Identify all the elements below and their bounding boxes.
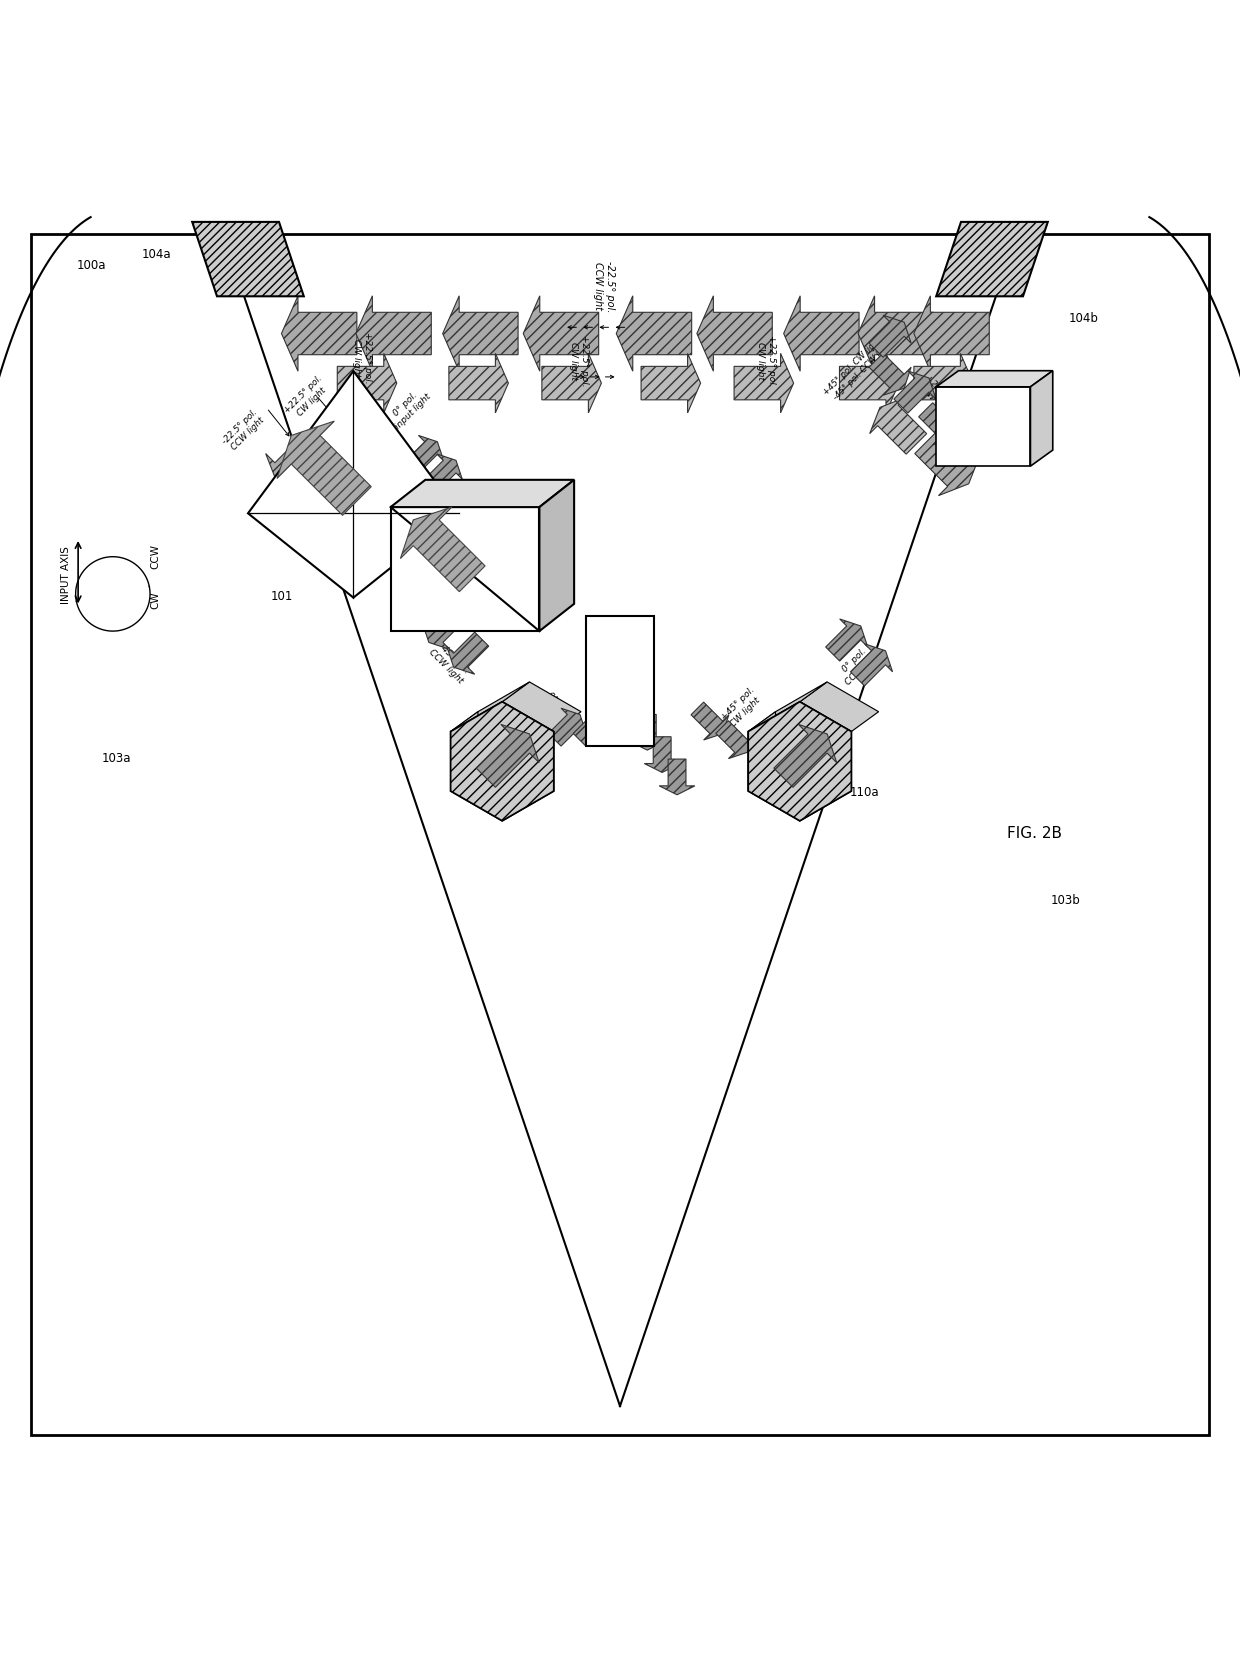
Text: 101: 101 xyxy=(270,591,293,602)
Polygon shape xyxy=(914,353,973,413)
Polygon shape xyxy=(573,708,611,747)
Polygon shape xyxy=(356,295,432,372)
Text: 104a: 104a xyxy=(141,247,171,260)
Polygon shape xyxy=(321,397,378,455)
Polygon shape xyxy=(337,353,397,413)
Text: 110a: 110a xyxy=(849,786,879,798)
Text: 105: 105 xyxy=(946,403,968,416)
Text: +22.5° pol.
CW light: +22.5° pol. CW light xyxy=(569,335,589,387)
Text: 0° pol.
CW light: 0° pol. CW light xyxy=(533,687,575,728)
Polygon shape xyxy=(748,682,827,732)
Polygon shape xyxy=(542,353,601,413)
Polygon shape xyxy=(265,430,331,496)
Polygon shape xyxy=(391,508,539,630)
Polygon shape xyxy=(748,702,852,821)
Polygon shape xyxy=(615,692,650,728)
Polygon shape xyxy=(401,508,485,592)
Text: -22.5° pol.
CCW light: -22.5° pol. CCW light xyxy=(981,420,1028,466)
Polygon shape xyxy=(869,397,926,455)
Polygon shape xyxy=(858,295,934,372)
Text: INPUT AXIS: INPUT AXIS xyxy=(61,546,71,604)
Bar xyxy=(585,615,655,747)
Polygon shape xyxy=(630,715,665,750)
Polygon shape xyxy=(476,725,539,788)
Polygon shape xyxy=(919,403,961,445)
Polygon shape xyxy=(715,720,754,758)
Polygon shape xyxy=(784,295,859,372)
Text: +22.5° pol.
CW light: +22.5° pol. CW light xyxy=(352,332,372,385)
Polygon shape xyxy=(450,682,529,732)
Polygon shape xyxy=(446,632,489,674)
Polygon shape xyxy=(826,619,868,660)
Text: 0° pol.
CCW light: 0° pol. CCW light xyxy=(836,642,880,687)
Polygon shape xyxy=(1030,370,1053,466)
Polygon shape xyxy=(839,353,899,413)
Polygon shape xyxy=(936,370,1053,387)
Text: -45° pol.
CCW light: -45° pol. CCW light xyxy=(428,639,472,685)
Polygon shape xyxy=(748,712,775,791)
Text: +22.5° pol.
CW light: +22.5° pol. CW light xyxy=(283,373,332,423)
Text: 103a: 103a xyxy=(102,752,131,765)
Text: -22.5° pol.
CCW light: -22.5° pol. CCW light xyxy=(593,260,615,312)
Text: FIG. 2B: FIG. 2B xyxy=(1007,826,1061,841)
Text: 100a: 100a xyxy=(77,259,107,272)
Polygon shape xyxy=(502,682,582,732)
Polygon shape xyxy=(734,353,794,413)
Polygon shape xyxy=(748,702,852,821)
Polygon shape xyxy=(192,222,304,297)
Polygon shape xyxy=(248,372,459,597)
Text: 102: 102 xyxy=(401,488,423,501)
Polygon shape xyxy=(936,387,1030,466)
Text: +22.5° pol.
CW light: +22.5° pol. CW light xyxy=(756,335,776,387)
Polygon shape xyxy=(800,682,879,732)
Polygon shape xyxy=(422,607,464,649)
Polygon shape xyxy=(449,353,508,413)
Polygon shape xyxy=(443,295,518,372)
Polygon shape xyxy=(616,295,692,372)
Text: -22.5° pol.
CCW light: -22.5° pol. CCW light xyxy=(221,406,268,453)
Text: +22.5° pol.
CW light: +22.5° pol. CW light xyxy=(915,373,965,423)
Polygon shape xyxy=(914,295,990,372)
Polygon shape xyxy=(915,430,981,496)
Polygon shape xyxy=(281,295,357,372)
Polygon shape xyxy=(450,712,477,791)
Polygon shape xyxy=(548,708,587,747)
Polygon shape xyxy=(405,435,444,473)
Polygon shape xyxy=(697,295,773,372)
Polygon shape xyxy=(774,725,837,788)
Polygon shape xyxy=(450,702,554,821)
Polygon shape xyxy=(277,421,371,516)
Polygon shape xyxy=(539,479,574,630)
Polygon shape xyxy=(894,372,936,413)
Polygon shape xyxy=(450,702,554,821)
Text: 104b: 104b xyxy=(1069,312,1099,325)
Polygon shape xyxy=(645,737,680,773)
Polygon shape xyxy=(691,702,729,740)
Text: CW: CW xyxy=(150,591,160,609)
Text: +45° pol. CW light &
-45° pol. CCW light: +45° pol. CW light & -45° pol. CCW light xyxy=(821,328,898,405)
Text: +45° pol.
CW light: +45° pol. CW light xyxy=(719,685,764,730)
Polygon shape xyxy=(936,222,1048,297)
Text: 103b: 103b xyxy=(1050,894,1080,907)
Polygon shape xyxy=(660,760,694,795)
Polygon shape xyxy=(851,644,893,685)
Polygon shape xyxy=(869,315,911,357)
Text: 0° pol.
input light: 0° pol. input light xyxy=(386,385,433,431)
Polygon shape xyxy=(391,479,574,508)
Polygon shape xyxy=(869,353,911,395)
Text: CCW: CCW xyxy=(150,544,160,569)
Polygon shape xyxy=(641,353,701,413)
Polygon shape xyxy=(523,295,599,372)
Polygon shape xyxy=(424,455,463,491)
